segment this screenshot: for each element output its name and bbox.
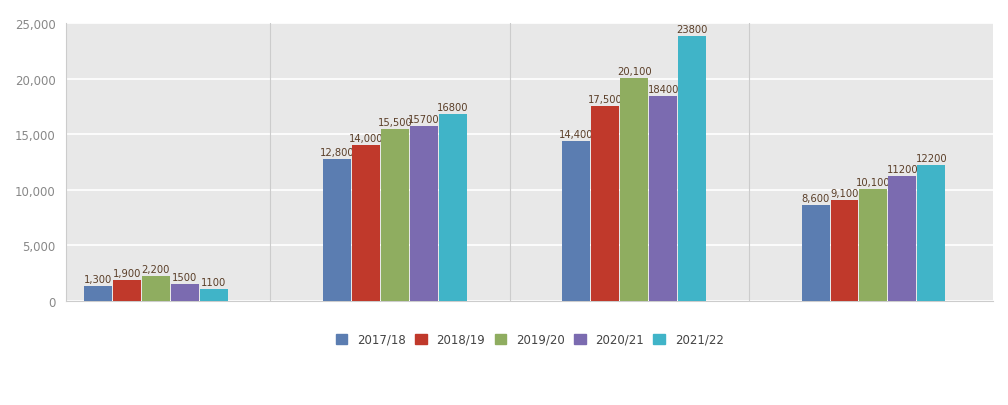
Text: 18400: 18400 (647, 85, 678, 95)
Bar (801, 206, 830, 301)
Bar (888, 177, 916, 301)
Bar (84, 287, 112, 301)
Text: 10,100: 10,100 (856, 177, 891, 187)
Text: 20,100: 20,100 (617, 66, 651, 76)
Text: 11200: 11200 (886, 165, 918, 175)
Bar (831, 200, 859, 301)
Bar (562, 141, 591, 301)
Bar (381, 129, 409, 301)
Text: 8,600: 8,600 (801, 194, 830, 204)
Bar (438, 115, 467, 301)
Bar (592, 107, 619, 301)
Text: 15,500: 15,500 (378, 117, 412, 127)
Text: 23800: 23800 (676, 26, 708, 35)
Bar (678, 37, 706, 301)
Text: 15700: 15700 (408, 115, 439, 125)
Text: 12200: 12200 (915, 154, 948, 164)
Bar (860, 189, 887, 301)
Bar (352, 146, 380, 301)
Text: 9,100: 9,100 (831, 188, 859, 198)
Bar (113, 280, 141, 301)
Text: 14,000: 14,000 (349, 134, 383, 144)
Text: 1100: 1100 (201, 277, 226, 287)
Text: 1,300: 1,300 (84, 275, 112, 285)
Text: 1500: 1500 (172, 273, 198, 283)
Bar (142, 277, 169, 301)
Text: 1,900: 1,900 (113, 268, 141, 278)
Text: 12,800: 12,800 (320, 147, 355, 157)
Bar (200, 289, 228, 301)
Text: 2,200: 2,200 (142, 265, 170, 275)
Bar (649, 97, 677, 301)
Bar (917, 166, 946, 301)
Bar (620, 78, 648, 301)
Bar (324, 159, 351, 301)
Text: 17,500: 17,500 (588, 95, 623, 105)
Bar (410, 127, 437, 301)
Bar (170, 285, 199, 301)
Text: 16800: 16800 (437, 103, 469, 113)
Text: 14,400: 14,400 (559, 130, 594, 139)
Legend: 2017/18, 2018/19, 2019/20, 2020/21, 2021/22: 2017/18, 2018/19, 2019/20, 2020/21, 2021… (331, 328, 728, 351)
